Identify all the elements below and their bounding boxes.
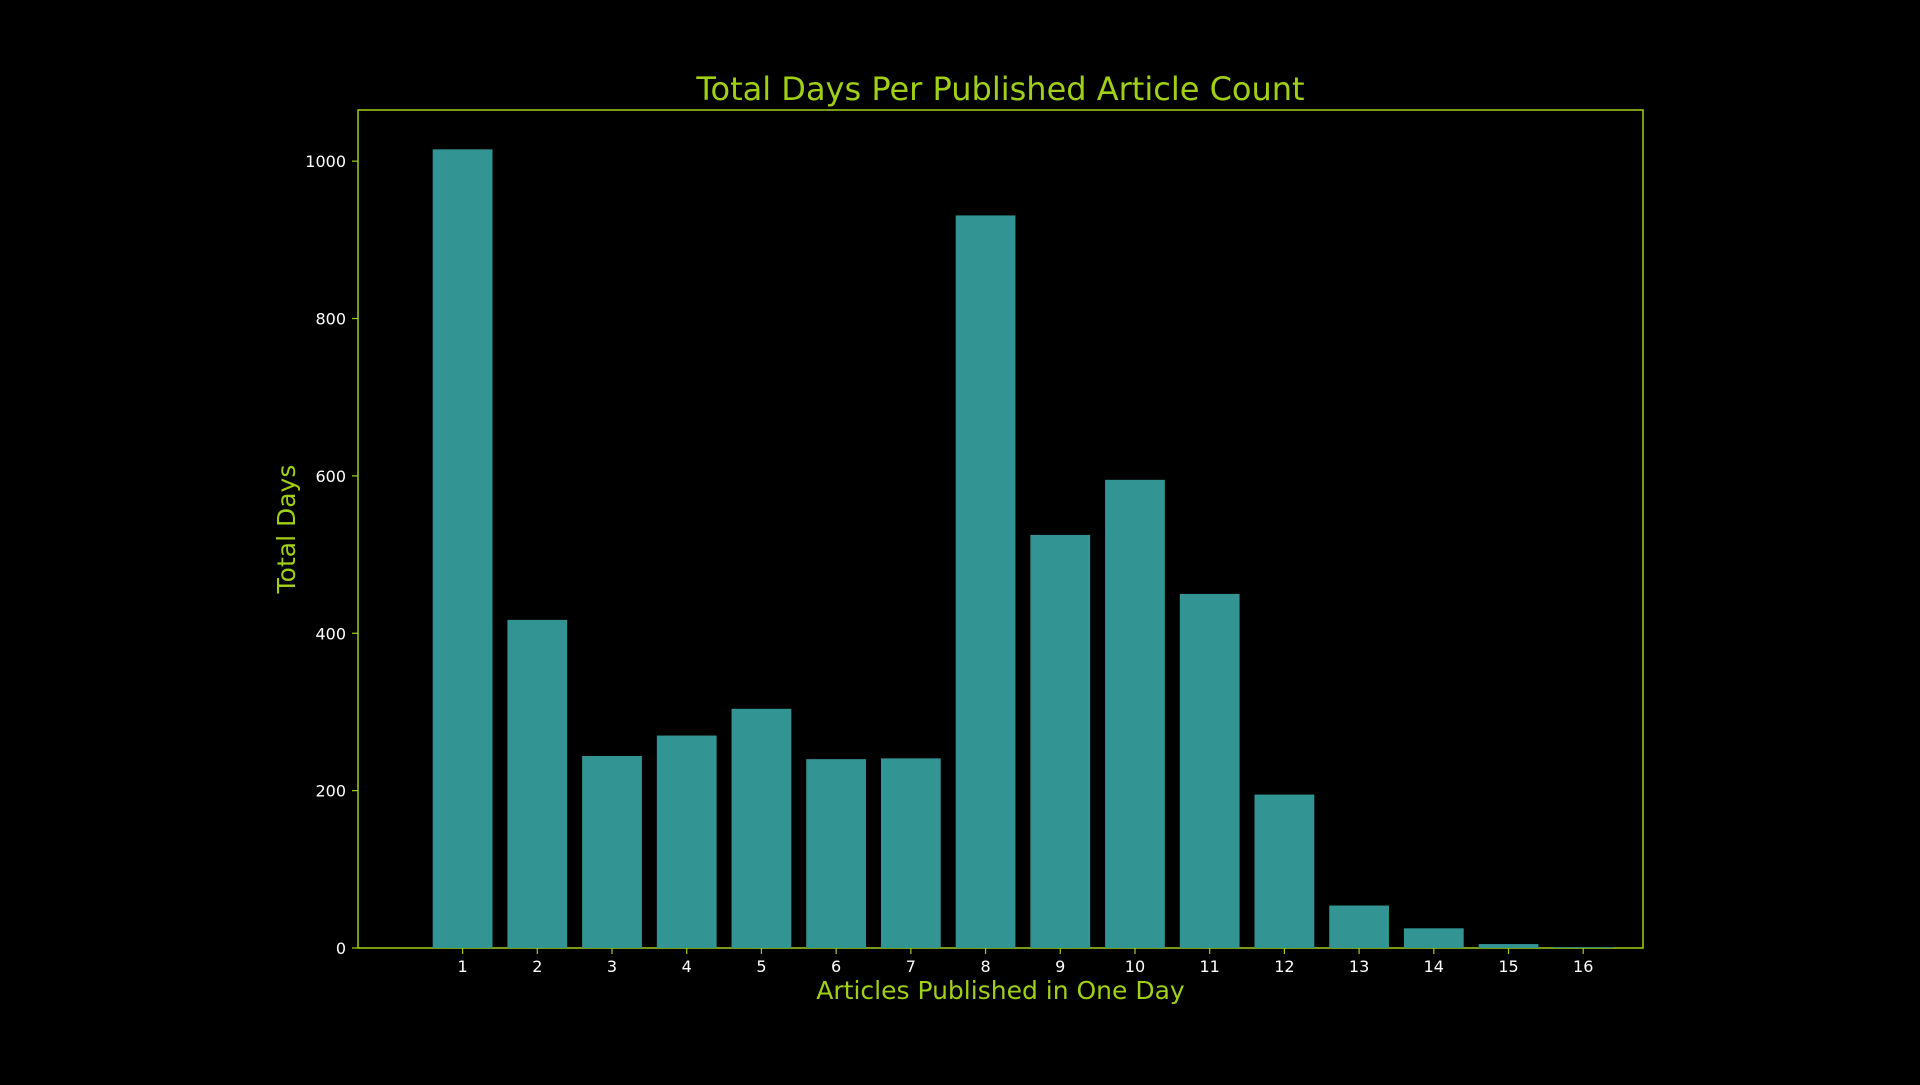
x-tick-label: 14 — [1424, 957, 1444, 976]
bar-1 — [432, 149, 493, 949]
x-tick-label: 10 — [1125, 957, 1145, 976]
x-axis-label: Articles Published in One Day — [816, 976, 1185, 1005]
bar-4 — [656, 735, 717, 948]
x-tick-label: 3 — [607, 957, 617, 976]
bar-9 — [1030, 534, 1091, 948]
bar-8 — [955, 215, 1016, 948]
x-tick-label: 4 — [682, 957, 692, 976]
x-tick-label: 6 — [831, 957, 841, 976]
y-tick-label: 800 — [315, 310, 346, 329]
chart-title: Total Days Per Published Article Count — [695, 70, 1304, 108]
bar-5 — [731, 708, 792, 948]
x-tick-label: 9 — [1055, 957, 1065, 976]
x-tick-label: 15 — [1498, 957, 1518, 976]
bar-10 — [1105, 479, 1165, 948]
y-tick-label: 400 — [315, 624, 346, 643]
bar-11 — [1179, 593, 1240, 948]
x-tick-label: 16 — [1573, 957, 1593, 976]
bar-7 — [880, 758, 941, 948]
y-tick-label: 1000 — [305, 152, 346, 171]
bar-16 — [1553, 947, 1614, 948]
bar-3 — [582, 756, 642, 948]
x-tick-label: 8 — [980, 957, 990, 976]
bar-2 — [507, 619, 568, 948]
x-tick-label: 5 — [756, 957, 766, 976]
x-tick-label: 12 — [1274, 957, 1294, 976]
bar-12 — [1254, 794, 1315, 948]
x-tick-label: 1 — [457, 957, 467, 976]
x-tick-label: 11 — [1200, 957, 1220, 976]
y-axis-ticks: 0 200 400 600 800 1000 — [305, 152, 358, 958]
x-tick-label: 2 — [532, 957, 542, 976]
x-tick-label: 7 — [906, 957, 916, 976]
y-tick-label: 200 — [315, 782, 346, 801]
bar-15 — [1478, 944, 1539, 948]
x-tick-label: 13 — [1349, 957, 1369, 976]
y-tick-label: 0 — [336, 939, 346, 958]
y-tick-label: 600 — [315, 467, 346, 486]
bar-14 — [1403, 928, 1464, 948]
bars-group — [432, 149, 1614, 949]
x-axis-ticks: 1 2 3 4 5 6 7 8 9 10 11 12 13 14 15 16 — [457, 948, 1593, 976]
bar-13 — [1329, 905, 1389, 948]
bar-6 — [806, 759, 867, 948]
y-axis-label: Total Days — [272, 465, 301, 595]
